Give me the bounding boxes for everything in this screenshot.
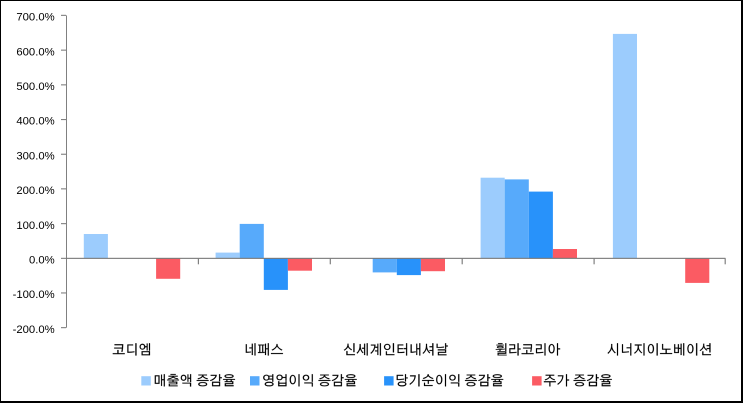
svg-text:100.0%: 100.0% — [16, 220, 54, 232]
svg-text:-100.0%: -100.0% — [13, 289, 55, 301]
svg-text:500.0%: 500.0% — [16, 81, 54, 93]
svg-text:400.0%: 400.0% — [16, 116, 54, 128]
svg-text:700.0%: 700.0% — [16, 12, 54, 24]
svg-text:-200.0%: -200.0% — [13, 324, 55, 336]
svg-text:600.0%: 600.0% — [16, 46, 54, 58]
svg-text:0.0%: 0.0% — [29, 255, 55, 267]
svg-text:200.0%: 200.0% — [16, 185, 54, 197]
svg-text:300.0%: 300.0% — [16, 150, 54, 162]
